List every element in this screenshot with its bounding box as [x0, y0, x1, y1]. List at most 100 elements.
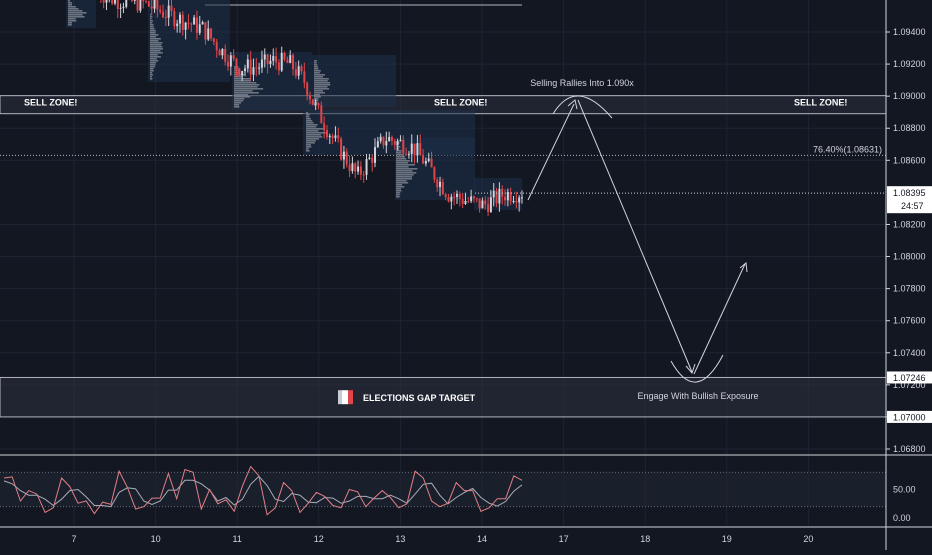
candle-body — [154, 0, 156, 9]
profile-bar — [150, 32, 156, 34]
candle-body — [139, 0, 141, 11]
candle-body — [476, 198, 478, 199]
profile-bar — [150, 22, 152, 24]
candle-body — [493, 191, 495, 198]
flag-icon-left — [338, 390, 342, 404]
stoch-tick-label: 50.00 — [893, 485, 916, 495]
candle-body — [137, 0, 139, 11]
candle-body — [281, 53, 283, 71]
candle-body — [241, 71, 243, 75]
candle-body — [402, 140, 404, 154]
candle-body — [122, 7, 124, 8]
candle-body — [399, 140, 401, 141]
profile-bar — [150, 66, 155, 68]
profile-bar — [396, 166, 409, 168]
candle-body — [120, 8, 122, 9]
flag-icon — [338, 390, 353, 404]
profile-bar — [68, 4, 72, 6]
candle-body — [199, 24, 201, 33]
profile-bar — [306, 130, 318, 132]
candle-body — [159, 10, 161, 12]
profile-bar — [150, 26, 154, 28]
profile-bar — [306, 138, 319, 140]
profile-bar — [396, 160, 410, 162]
profile-bar — [396, 170, 412, 172]
candle-body — [131, 0, 133, 1]
candle-body — [292, 55, 294, 69]
profile-bar — [150, 16, 152, 18]
profile-bar — [306, 128, 323, 130]
profile-bar — [314, 70, 321, 72]
candle-body — [414, 144, 416, 156]
candle-body — [518, 197, 520, 202]
profile-bar — [314, 78, 329, 80]
candle-body — [323, 123, 325, 130]
y-tick-label: 1.08200 — [893, 219, 926, 229]
profile-bar — [314, 80, 328, 82]
candle — [340, 137, 342, 161]
candle-body — [504, 197, 506, 200]
profile-bar — [68, 10, 82, 12]
candle-body — [450, 197, 452, 202]
candle-body — [114, 0, 116, 3]
candle-body — [346, 152, 348, 165]
profile-bar — [68, 24, 72, 26]
profile-bar — [234, 88, 263, 90]
profile-bar — [150, 20, 153, 22]
candle-body — [303, 71, 305, 83]
profile-bar — [306, 116, 309, 118]
candle-body — [515, 201, 517, 202]
profile-bar — [68, 2, 72, 4]
profile-bar — [306, 124, 318, 126]
profile-bar — [396, 184, 402, 186]
candle-body — [315, 103, 317, 104]
profile-bar — [150, 36, 156, 38]
profile-bar — [306, 132, 326, 134]
candle-body — [255, 67, 257, 68]
candle-body — [252, 67, 254, 74]
profile-bar — [314, 64, 317, 66]
y-tick-label: 1.07800 — [893, 284, 926, 294]
candle-body — [445, 194, 447, 197]
sell-zone-label: SELL ZONE! — [794, 98, 847, 108]
candle-body — [397, 141, 399, 145]
candle-body — [422, 155, 424, 164]
candle-body — [221, 49, 223, 55]
candle-body — [148, 1, 150, 6]
sell-zone-label: SELL ZONE! — [24, 98, 77, 108]
candle-body — [295, 69, 297, 76]
profile-bar — [68, 12, 86, 14]
candle-body — [117, 0, 119, 9]
candle-body — [380, 137, 382, 141]
profile-bar — [150, 28, 155, 30]
candle-body — [187, 23, 189, 24]
candle-body — [419, 143, 421, 155]
candle-body — [363, 175, 365, 176]
candle-body — [216, 42, 218, 50]
profile-bar — [150, 78, 152, 80]
profile-bar — [150, 46, 162, 48]
profile-bar — [396, 164, 415, 166]
candle-body — [428, 159, 430, 162]
candle-body — [193, 17, 195, 24]
current-price-label: 1.08395 — [893, 188, 926, 198]
profile-bar — [396, 194, 400, 196]
profile-bar — [314, 76, 323, 78]
profile-bar — [234, 94, 248, 96]
candle-body — [317, 103, 319, 105]
profile-bar — [396, 172, 416, 174]
candle-body — [360, 166, 362, 174]
candle-body — [230, 55, 232, 66]
candle-body — [408, 154, 410, 155]
candle-body — [182, 15, 184, 30]
profile-bar — [150, 56, 161, 58]
profile-bar — [150, 34, 158, 36]
candle-body — [227, 62, 229, 67]
x-tick-label: 17 — [559, 534, 569, 544]
profile-bar — [396, 150, 402, 152]
profile-bar — [150, 42, 162, 44]
candle-body — [411, 144, 413, 154]
candle-body — [470, 196, 472, 201]
